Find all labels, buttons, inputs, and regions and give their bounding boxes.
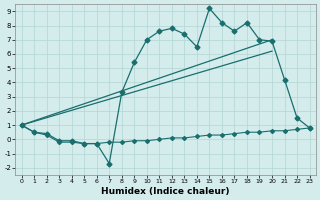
X-axis label: Humidex (Indice chaleur): Humidex (Indice chaleur) (101, 187, 230, 196)
